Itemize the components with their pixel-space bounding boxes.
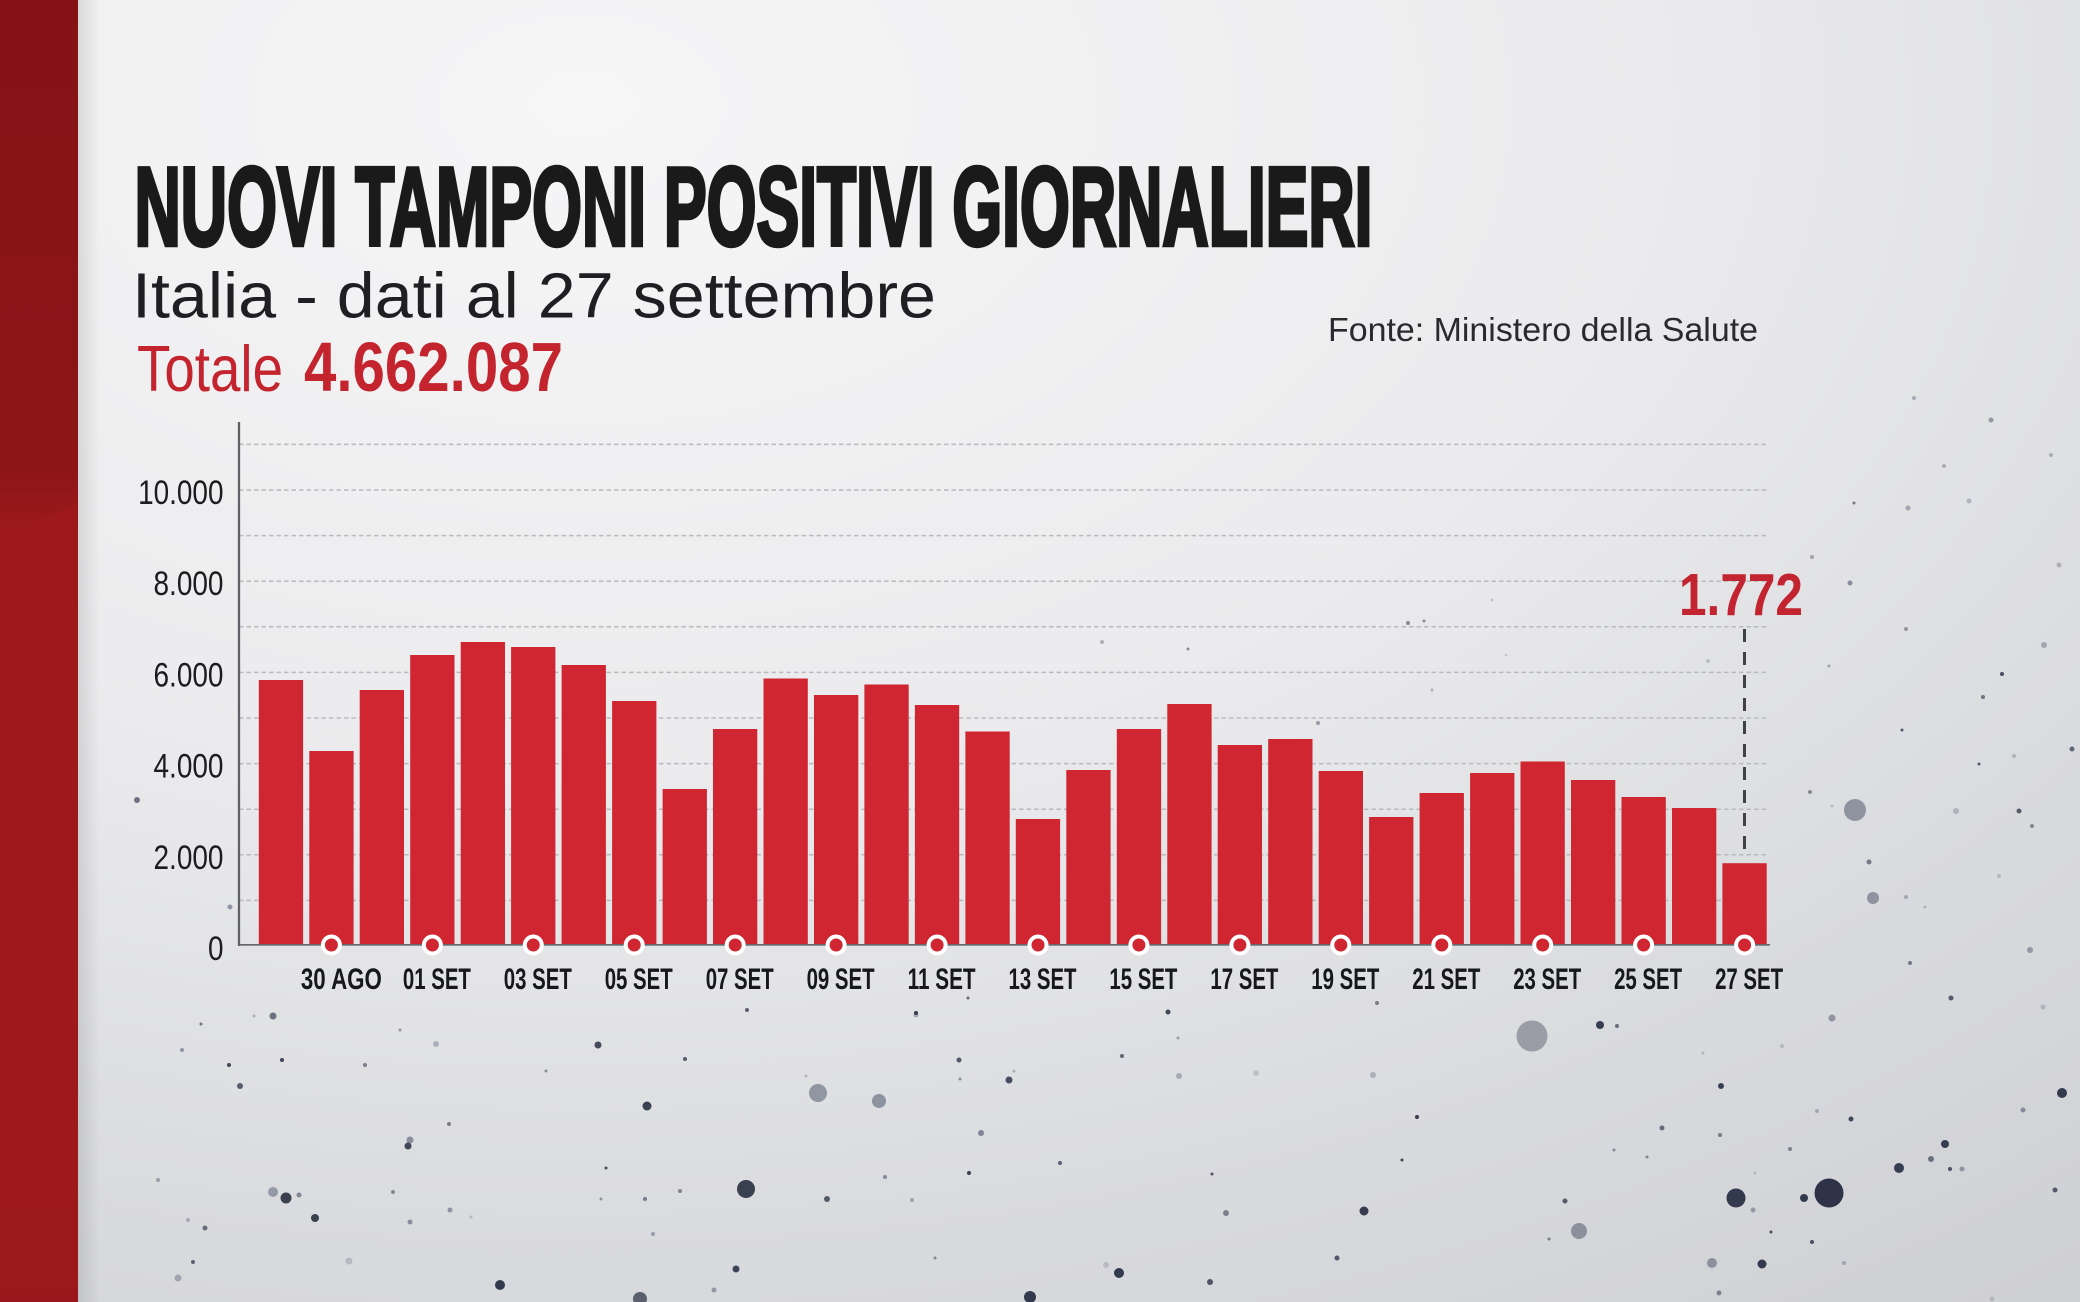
svg-text:NUOVI TAMPONI POSITIVI GIORNAL: NUOVI TAMPONI POSITIVI GIORNALIERI	[135, 144, 1373, 269]
svg-text:11 SET: 11 SET	[908, 963, 976, 996]
svg-text:03 SET: 03 SET	[504, 963, 572, 996]
svg-text:27 SET: 27 SET	[1715, 963, 1783, 996]
svg-text:07 SET: 07 SET	[706, 963, 774, 996]
svg-text:17 SET: 17 SET	[1210, 963, 1278, 996]
svg-text:4.662.087: 4.662.087	[304, 328, 563, 406]
svg-text:Totale: Totale	[137, 332, 283, 405]
svg-text:0: 0	[208, 930, 224, 968]
svg-text:23 SET: 23 SET	[1513, 963, 1581, 996]
svg-text:10.000: 10.000	[138, 474, 223, 512]
svg-text:Fonte: Ministero della Salute: Fonte: Ministero della Salute	[1328, 311, 1758, 348]
svg-text:01 SET: 01 SET	[403, 963, 471, 996]
svg-text:Italia - dati al 27 settembre: Italia - dati al 27 settembre	[132, 259, 936, 331]
svg-text:15 SET: 15 SET	[1109, 963, 1177, 996]
svg-text:6.000: 6.000	[154, 656, 224, 694]
svg-text:2.000: 2.000	[154, 839, 224, 877]
svg-text:09 SET: 09 SET	[807, 963, 875, 996]
svg-text:21 SET: 21 SET	[1412, 963, 1480, 996]
svg-text:30 AGO: 30 AGO	[301, 963, 382, 996]
svg-text:19 SET: 19 SET	[1311, 963, 1379, 996]
svg-text:25 SET: 25 SET	[1614, 963, 1682, 996]
svg-text:8.000: 8.000	[154, 565, 224, 603]
svg-text:05 SET: 05 SET	[605, 963, 673, 996]
svg-text:1.772: 1.772	[1679, 562, 1803, 628]
svg-text:4.000: 4.000	[154, 748, 224, 786]
svg-text:13 SET: 13 SET	[1009, 963, 1077, 996]
